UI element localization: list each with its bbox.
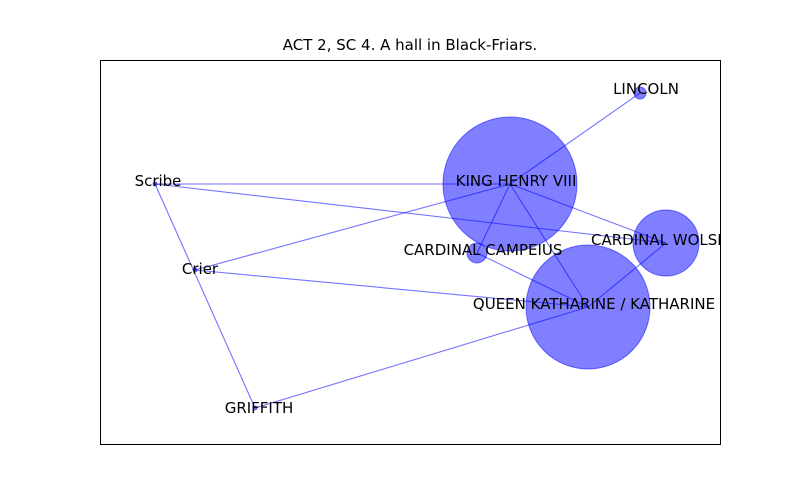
node-label-lincoln: LINCOLN — [613, 80, 679, 98]
plot-frame — [100, 60, 721, 445]
node-label-wolsey: CARDINAL WOLSEY — [591, 231, 737, 249]
node-label-henry: KING HENRY VIII — [456, 172, 577, 190]
edge-crier-katharine — [194, 269, 589, 308]
node-campeius[interactable] — [466, 242, 488, 264]
node-katharine[interactable] — [525, 244, 651, 370]
node-griffith[interactable] — [252, 405, 258, 411]
node-label-campeius: CARDINAL CAMPEIUS — [404, 241, 563, 259]
labels-layer: LINCOLN KING HENRY VIII Scribe CARDINAL WOL… — [135, 80, 737, 417]
node-wolsey[interactable] — [632, 209, 700, 277]
node-label-griffith: GRIFFITH — [225, 399, 294, 417]
edge-scribe-wolsey — [154, 183, 667, 244]
node-scribe[interactable] — [152, 181, 158, 187]
node-henry[interactable] — [442, 116, 578, 252]
node-label-katharine: QUEEN KATHARINE / KATHARINE — [473, 295, 715, 313]
nodes-layer — [152, 86, 700, 411]
node-lincoln[interactable] — [633, 86, 647, 100]
node-crier[interactable] — [192, 267, 198, 273]
edge-scribe-griffith — [154, 183, 256, 409]
node-label-scribe: Scribe — [135, 172, 182, 190]
node-label-crier: Crier — [182, 260, 219, 278]
diagram-title: ACT 2, SC 4. A hall in Black-Friars. — [282, 36, 538, 54]
